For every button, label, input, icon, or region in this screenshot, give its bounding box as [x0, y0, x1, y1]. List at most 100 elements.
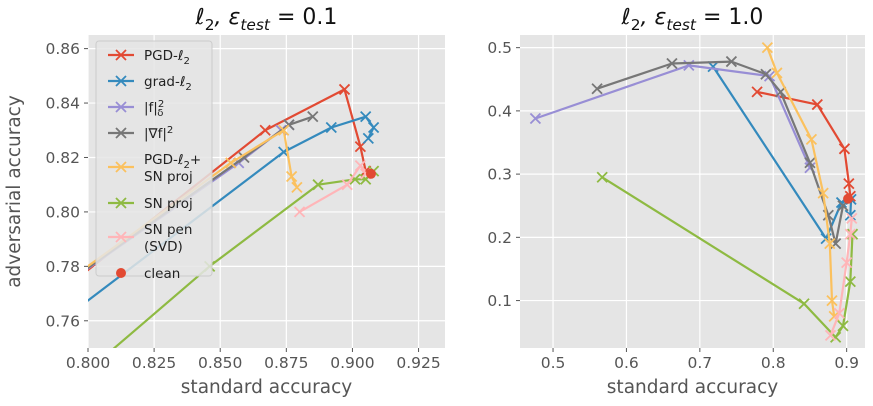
- left-x-axis-label: standard accuracy: [181, 377, 352, 398]
- right-y-tick-label: 0.1: [487, 292, 512, 310]
- legend-label-clean: clean: [144, 266, 180, 282]
- left-point-sn-proj: [349, 173, 361, 185]
- legend-marker-sn-proj: [115, 197, 127, 209]
- left-point-grad: [367, 121, 380, 134]
- legend-marker-pgd: [115, 49, 127, 61]
- left-x-tick-label: 0.925: [396, 354, 440, 372]
- left-point-pgd-sn-proj: [278, 124, 290, 136]
- left-point-pgd-sn-proj: [225, 157, 237, 169]
- legend-label-sn-proj: SN proj: [144, 196, 193, 212]
- left-point-sn-pen-svd: [354, 160, 367, 172]
- legend-marker-clean: [116, 268, 126, 278]
- right-point-pgd-sn-proj: [824, 238, 836, 250]
- left-y-axis-label: adversarial accuracy: [4, 95, 25, 288]
- left-x-tick-label: 0.850: [198, 354, 242, 372]
- left-point-sn-proj: [312, 179, 324, 191]
- right-y-tick-label: 0.5: [487, 39, 512, 57]
- right-point-pgd: [838, 143, 851, 155]
- left-point-grad: [325, 121, 337, 134]
- right-point-pgd-sn-proj: [771, 67, 783, 79]
- right-point-sn-proj: [596, 171, 608, 183]
- right-point-sn-pen-svd: [824, 329, 837, 341]
- right-x-tick-label: 0.8: [761, 354, 786, 372]
- right-y-tick-label: 0.2: [487, 229, 512, 247]
- right-point-sn-proj: [844, 275, 856, 288]
- legend-label-pgd-sn-proj: PGD-ℓ2+: [144, 152, 201, 171]
- legend-marker-f: [115, 101, 127, 113]
- right-x-tick-label: 0.9: [834, 354, 859, 372]
- left-point-pgd: [338, 83, 351, 96]
- right-x-tick-label: 0.6: [614, 354, 639, 372]
- right-point-pgd-sn-proj: [761, 42, 774, 54]
- right-point-sn-pen-svd: [833, 307, 845, 319]
- right-series-line-f: [535, 64, 811, 169]
- left-point-grad: [360, 111, 372, 123]
- legend-marker-grad: [115, 75, 127, 87]
- right-point-pgd-sn-proj: [826, 294, 838, 307]
- left-point-pgd: [259, 124, 271, 136]
- left-chart-title: ℓ2, εtest = 0.1: [195, 5, 338, 34]
- left-y-tick-label: 0.80: [45, 203, 80, 221]
- left-x-tick-label: 0.800: [66, 354, 110, 372]
- right-point-sn-pen-svd: [846, 212, 858, 225]
- legend-label-sn-pen-svd: (SVD): [144, 239, 183, 255]
- left-point-sn-pen-svd: [341, 179, 353, 191]
- right-point-pgd: [751, 86, 763, 98]
- right-point-grad: [844, 209, 856, 221]
- left-point-sn-pen-svd: [293, 206, 306, 218]
- left-y-tick-label: 0.78: [45, 258, 80, 276]
- legend-label-f: |∇f|2: [144, 125, 173, 142]
- right-series-line-sn-proj: [601, 176, 854, 339]
- legend-marker-pgd-sn-proj: [115, 161, 127, 173]
- legend-label-pgd-sn-proj: SN proj: [144, 169, 193, 185]
- left-point-grad: [362, 132, 374, 145]
- right-x-axis-label: standard accuracy: [607, 377, 778, 398]
- left-x-tick-label: 0.825: [132, 354, 176, 372]
- right-x-tick-label: 0.5: [541, 354, 566, 372]
- left-point-pgd-sn-proj: [291, 181, 303, 194]
- right-point-pgd-sn-proj: [817, 187, 829, 199]
- right-chart-panel: 0.5 0.6 0.7 0.8 0.9 0.1 0.2 0.3 0.4 0.5 ℓ2, εtest …: [487, 5, 865, 398]
- right-x-tick-label: 0.7: [688, 354, 713, 372]
- right-plot-area: [520, 35, 865, 348]
- left-point-f: [307, 111, 319, 123]
- left-y-tick-label: 0.82: [45, 149, 80, 167]
- right-point-f: [760, 68, 772, 80]
- legend-label-f: |f|2 δ: [144, 99, 164, 119]
- right-y-tick-label: 0.4: [487, 102, 512, 120]
- legend-marker-sn-pen-svd: [115, 231, 127, 243]
- left-point-pgd-sn-proj: [285, 170, 298, 183]
- right-point-pgd: [843, 177, 855, 190]
- right-point-sn-pen-svd: [844, 228, 856, 240]
- left-series-line-sn-pen-svd: [299, 164, 367, 213]
- right-chart-title: ℓ2, εtest = 1.0: [621, 5, 764, 34]
- right-y-tick-label: 0.3: [487, 166, 512, 184]
- right-point-pgd-sn-proj: [805, 133, 818, 145]
- right-point-clean: [843, 193, 854, 204]
- left-x-tick-label: 0.900: [330, 354, 374, 372]
- legend-frame: [95, 40, 213, 277]
- right-point-f: [666, 57, 678, 70]
- legend-label-grad: grad-ℓ2: [144, 74, 192, 93]
- right-point-f: [529, 112, 542, 125]
- right-point-sn-proj: [837, 320, 849, 332]
- left-y-tick-label: 0.76: [45, 312, 80, 330]
- left-x-tick-label: 0.875: [264, 354, 308, 372]
- left-y-tick-label: 0.84: [45, 95, 80, 113]
- left-point-clean: [365, 168, 376, 179]
- legend-label-pgd: PGD-ℓ2: [144, 48, 190, 67]
- legend-label-sn-pen-svd: SN pen: [144, 222, 192, 238]
- left-point-f: [238, 151, 250, 164]
- legend-marker-f: [115, 127, 127, 139]
- right-point-f: [725, 55, 738, 68]
- right-point-pgd: [811, 98, 823, 111]
- right-point-sn-proj: [798, 298, 810, 310]
- right-point-f: [591, 83, 603, 95]
- left-chart-panel: 0.800 0.825 0.850 0.875 0.900 0.925 0.76 0.78 0.…: [4, 5, 445, 398]
- right-point-f: [804, 157, 816, 169]
- right-point-sn-pen-svd: [841, 256, 853, 269]
- left-y-tick-label: 0.86: [45, 40, 80, 58]
